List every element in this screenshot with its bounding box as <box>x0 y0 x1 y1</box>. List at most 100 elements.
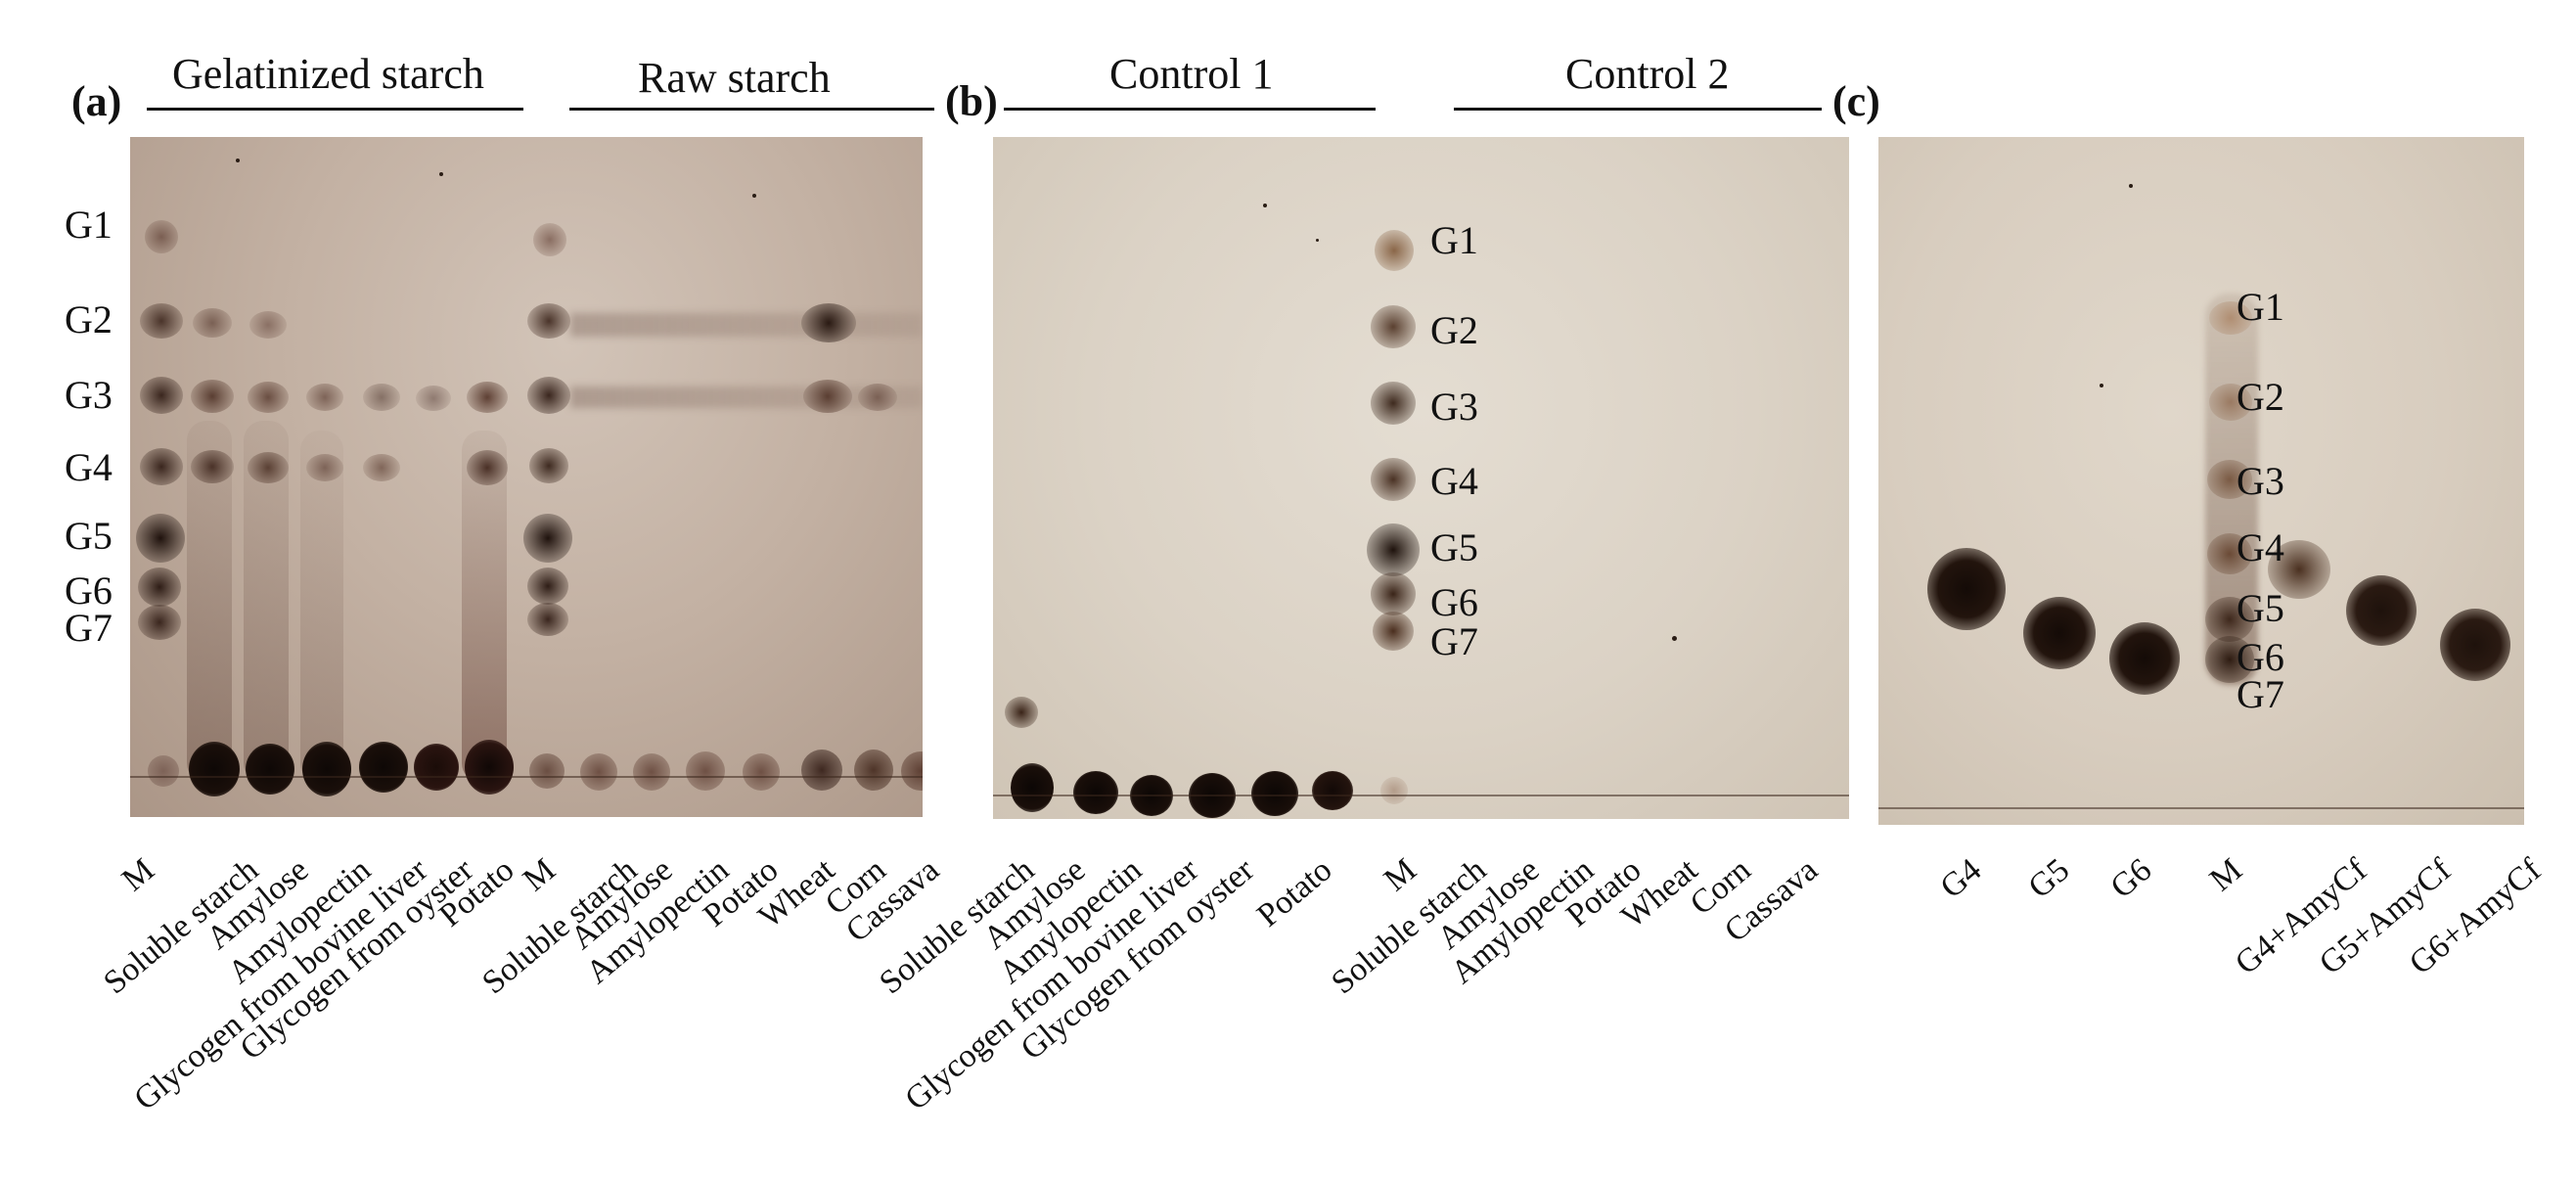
spot-a-m2-g6 <box>527 568 568 605</box>
group-title-gelatinized: Gelatinized starch <box>172 50 484 98</box>
marker-a-g2: G2 <box>65 297 113 341</box>
spot-a-gbl-g4 <box>363 454 400 481</box>
spot-c-g6 <box>2109 622 2180 695</box>
spot-a-wheat-g2 <box>801 303 856 342</box>
origin-a-m1 <box>148 755 179 787</box>
marker-c-g6: G6 <box>2237 635 2284 679</box>
origin-b-pot <box>1312 771 1353 810</box>
spot-a-ap-g3 <box>306 384 343 411</box>
origin-a-raw-amy <box>633 753 670 791</box>
smear-lane-potato <box>462 431 507 783</box>
spot-a-m2-g5 <box>523 514 572 563</box>
group-title-control1: Control 1 <box>1109 50 1274 98</box>
spot-a-m1-g7 <box>138 605 181 640</box>
spot-a-m1-g3 <box>140 377 183 414</box>
origin-a-m2 <box>529 753 565 789</box>
lane-label-c-3: M <box>2202 851 2249 899</box>
origin-b-go <box>1251 771 1298 816</box>
speck-c-1 <box>2129 184 2133 188</box>
spot-c-g6amy <box>2440 609 2510 681</box>
marker-b-g2: G2 <box>1430 308 1478 352</box>
tlc-plate-a <box>130 137 923 817</box>
origin-a-gbl <box>359 742 408 793</box>
spot-a-wheat-g3 <box>803 380 852 413</box>
spot-a-m2-g3 <box>527 377 570 414</box>
spot-a-sol-g3 <box>191 380 234 413</box>
speck-a-3 <box>752 194 756 198</box>
group-rule-control2 <box>1454 108 1822 111</box>
marker-b-g4: G4 <box>1430 459 1478 503</box>
origin-a-raw-sol <box>580 753 617 791</box>
marker-c-g5: G5 <box>2237 586 2284 630</box>
lane-label-c-0: G4 <box>1933 851 1989 906</box>
spot-c-g4amy <box>2268 540 2330 599</box>
lane-label-a-7: M <box>516 851 563 899</box>
spot-b-m-g7 <box>1373 612 1414 651</box>
spot-b-m-g4 <box>1371 458 1416 501</box>
spot-a-m1-g1 <box>145 220 178 253</box>
spot-b-stray <box>1005 697 1038 728</box>
origin-a-amy <box>246 744 294 795</box>
marker-b-g1: G1 <box>1430 218 1478 262</box>
origin-a-raw-ap <box>686 751 725 791</box>
group-rule-raw <box>569 108 934 111</box>
spot-a-m2-g4 <box>529 448 568 483</box>
spot-c-g4 <box>1927 548 2006 630</box>
spot-a-corn-g3 <box>858 384 897 411</box>
spot-a-pot-g4 <box>467 450 508 485</box>
origin-b-sol <box>1011 763 1054 812</box>
spot-a-amy-g2 <box>249 311 287 339</box>
spot-a-amy-g4 <box>248 452 289 483</box>
spot-c-m-g5 <box>2205 597 2254 642</box>
spot-a-gbl-g3 <box>363 384 400 411</box>
lane-label-b-6: M <box>1377 851 1424 899</box>
spot-a-m1-g4 <box>140 448 183 485</box>
baseline-a <box>130 776 923 778</box>
speck-c-2 <box>2100 384 2103 387</box>
spot-a-m1-g2 <box>140 303 183 339</box>
origin-a-sol <box>189 742 240 796</box>
spot-c-m-g2 <box>2209 384 2252 421</box>
spot-c-m-g4 <box>2207 533 2252 574</box>
smear-lane-amylopectin <box>300 431 343 783</box>
origin-a-pot <box>465 740 514 795</box>
panel-c-letter: (c) <box>1832 77 1880 125</box>
origin-b-m <box>1380 777 1408 804</box>
marker-a-g1: G1 <box>65 203 113 247</box>
marker-b-g7: G7 <box>1430 619 1478 663</box>
spot-a-pot-g3 <box>467 382 508 413</box>
spot-a-amy-g3 <box>248 382 289 413</box>
spot-a-m2-g1 <box>533 223 566 256</box>
origin-a-raw-pot <box>743 753 780 791</box>
panel-a-letter: (a) <box>71 77 122 125</box>
origin-a-raw-wheat <box>801 750 842 791</box>
marker-a-g4: G4 <box>65 445 113 489</box>
speck-a-2 <box>439 172 443 176</box>
spot-b-m-g2 <box>1371 305 1416 348</box>
spot-a-m1-g6 <box>138 568 181 607</box>
tlc-plate-b <box>993 137 1849 819</box>
group-title-control2: Control 2 <box>1565 50 1730 98</box>
marker-a-g6: G6 <box>65 568 113 613</box>
marker-b-g3: G3 <box>1430 385 1478 429</box>
band-raw-g2 <box>570 313 923 337</box>
spot-a-ap-g4 <box>306 454 343 481</box>
spot-b-m-g6 <box>1371 572 1416 615</box>
speck-b-1 <box>1263 204 1267 207</box>
marker-a-g3: G3 <box>65 373 113 417</box>
spot-c-g5 <box>2023 597 2096 669</box>
marker-a-g7: G7 <box>65 606 113 650</box>
marker-b-g5: G5 <box>1430 525 1478 569</box>
spot-c-m-g1 <box>2209 301 2252 335</box>
spot-b-m-g3 <box>1371 382 1416 425</box>
marker-a-g5: G5 <box>65 514 113 558</box>
spot-b-m-g5 <box>1367 523 1420 576</box>
marker-c-g1: G1 <box>2237 285 2284 329</box>
baseline-b <box>993 795 1849 796</box>
speck-b-2 <box>1316 239 1319 242</box>
lane-label-b-5: Potato <box>1250 851 1339 934</box>
spot-c-m-g3 <box>2207 460 2252 499</box>
tlc-plate-c <box>1878 137 2524 825</box>
origin-a-raw-corn <box>854 750 893 791</box>
spot-a-m2-g7 <box>527 603 568 636</box>
